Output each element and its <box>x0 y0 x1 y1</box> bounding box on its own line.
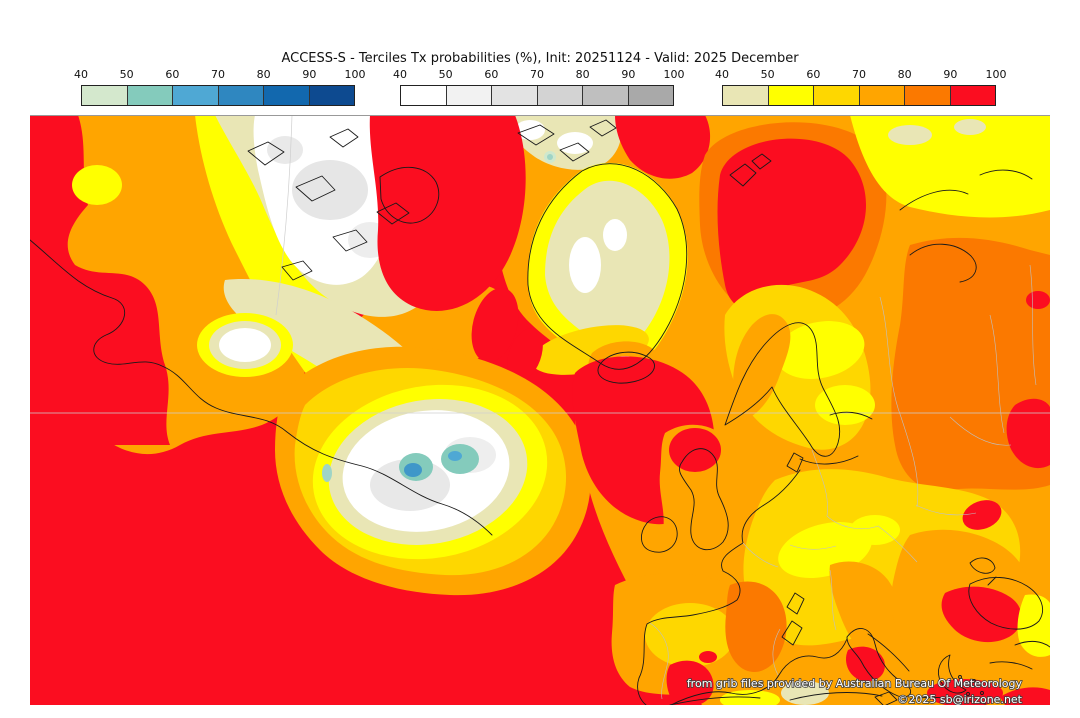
colorbar-segment <box>308 86 354 105</box>
colorbar-above-normal: 40 50 60 70 80 90 100 <box>715 68 1007 106</box>
colorbar-segment <box>217 86 263 105</box>
attribution-copyright: ©2025 sb@irizone.net <box>897 693 1022 705</box>
colorbar-segment <box>82 86 127 105</box>
tick-label: 80 <box>256 68 271 81</box>
tick-label: 70 <box>852 68 866 81</box>
tick-label: 80 <box>575 68 590 81</box>
page-title: ACCESS-S - Terciles Tx probabilities (%)… <box>281 51 799 66</box>
tick-label: 100 <box>663 68 685 81</box>
colorbar-segment <box>949 86 995 105</box>
tick-label: 40 <box>715 68 729 81</box>
tick-label: 80 <box>897 68 912 81</box>
colorbar-below-normal: 40 50 60 70 80 90 100 <box>74 68 366 106</box>
tick-label: 70 <box>530 68 544 81</box>
colorbar-segment <box>491 86 537 105</box>
attribution-source: from grib files provided by Australian B… <box>687 677 1023 690</box>
central-atlantic-anomaly <box>275 346 591 596</box>
colorbar-segment <box>263 86 309 105</box>
colorbar-segment <box>904 86 950 105</box>
davis-strait-red-blob <box>369 115 711 311</box>
colorbar-segment <box>858 86 904 105</box>
greenland <box>527 162 688 372</box>
colorbar-segment <box>582 86 628 105</box>
azov-red-spot <box>962 500 1002 530</box>
colorbar-segment <box>536 86 582 105</box>
tick-label: 60 <box>165 68 180 81</box>
colorbar-segment <box>813 86 859 105</box>
colorbar-swatches <box>81 85 355 106</box>
tick-label: 100 <box>344 68 366 81</box>
tick-label: 50 <box>438 68 453 81</box>
colorbar-segment <box>445 86 491 105</box>
labrador-sea-anomaly <box>197 313 293 377</box>
tick-label: 90 <box>621 68 636 81</box>
colorbar-segment <box>767 86 813 105</box>
tick-label: 60 <box>806 68 821 81</box>
colorbar-tick-labels: 40 50 60 70 80 90 100 <box>393 68 685 85</box>
forecast-map: from grib files provided by Australian B… <box>30 115 1050 705</box>
tick-label: 70 <box>211 68 225 81</box>
greenland-sea-streaks <box>471 287 649 382</box>
italy <box>829 561 931 691</box>
colorbar-swatches <box>722 85 996 106</box>
barents-red-blob <box>699 122 887 322</box>
colorbar-segment <box>627 86 673 105</box>
tick-label: 100 <box>985 68 1007 81</box>
tick-label: 50 <box>119 68 134 81</box>
colorbar-swatches <box>400 85 674 106</box>
tick-label: 60 <box>484 68 499 81</box>
colorbar-near-normal: 40 50 60 70 80 90 100 <box>393 68 685 106</box>
black-sea-red-spot <box>941 586 1022 643</box>
scandinavia-region <box>724 284 875 450</box>
graticule <box>30 115 1050 414</box>
country-borders <box>649 264 1037 700</box>
colorbar-tick-labels: 40 50 60 70 80 90 100 <box>715 68 1007 85</box>
colorbar-segment <box>401 86 446 105</box>
russia-region <box>850 115 1050 491</box>
tick-label: 50 <box>760 68 775 81</box>
coastlines <box>30 119 1050 705</box>
colorbar-segment <box>723 86 768 105</box>
tick-label: 40 <box>74 68 88 81</box>
colorbar-tick-labels: 40 50 60 70 80 90 100 <box>74 68 366 85</box>
tick-label: 40 <box>393 68 407 81</box>
colorbar-segment <box>126 86 172 105</box>
tick-label: 90 <box>302 68 317 81</box>
tick-label: 90 <box>943 68 958 81</box>
colorbar-segment <box>172 86 218 105</box>
